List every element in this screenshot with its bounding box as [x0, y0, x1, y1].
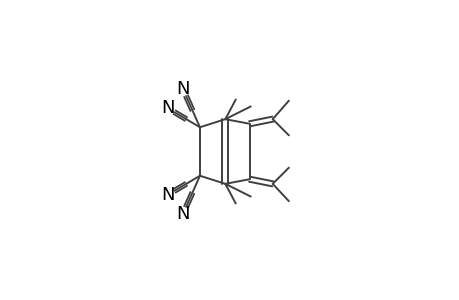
Text: N: N: [161, 186, 174, 204]
Text: N: N: [176, 205, 189, 223]
Text: N: N: [161, 99, 174, 117]
Text: N: N: [176, 80, 189, 98]
